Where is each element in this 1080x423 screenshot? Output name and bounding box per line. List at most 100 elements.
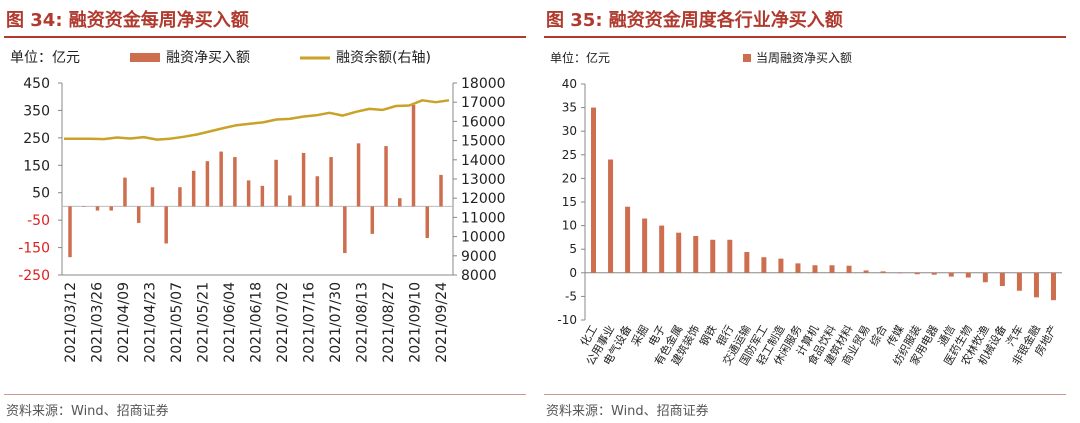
- x-tick-label: 2021/07/02: [275, 282, 291, 363]
- net-buy-bar: [356, 143, 361, 207]
- net-buy-bar: [370, 206, 375, 234]
- x-tick-label: 2021/05/21: [196, 282, 212, 363]
- legend-bar-swatch: [743, 54, 751, 62]
- net-buy-bar: [150, 187, 155, 207]
- y-tick-label: 5: [569, 242, 577, 256]
- industry-bar: [676, 232, 682, 273]
- net-buy-bar: [425, 206, 430, 238]
- y-tick-label: 10: [562, 219, 577, 233]
- industry-bar: [812, 265, 818, 273]
- net-buy-bar: [68, 206, 72, 258]
- x-tick-label: 2021/04/23: [143, 282, 159, 363]
- net-buy-bar: [81, 206, 86, 207]
- left-bottom-rule: [4, 394, 526, 395]
- net-buy-bar: [343, 206, 347, 254]
- x-tick-label: 2021/03/12: [63, 282, 79, 363]
- x-tick-label: 2021/03/26: [90, 282, 106, 363]
- net-buy-bar: [315, 176, 320, 207]
- industry-bar: [761, 257, 767, 273]
- right-y-tick-label: 17000: [461, 95, 506, 111]
- net-buy-bar: [439, 174, 443, 207]
- y-tick-label: 30: [562, 124, 577, 138]
- industry-bar: [642, 218, 648, 273]
- left-y-tick-label: -150: [18, 241, 50, 257]
- left-y-tick-label: 350: [23, 103, 50, 119]
- right-title-rule: [544, 36, 1066, 38]
- y-tick-label: 40: [562, 77, 577, 91]
- industry-bar: [744, 252, 750, 273]
- x-tick-label: 2021/07/16: [302, 282, 318, 363]
- legend-bar-swatch: [130, 53, 160, 62]
- y-tick-label: -10: [557, 313, 577, 327]
- left-title-rule: [4, 36, 526, 38]
- left-y-tick-label: 250: [23, 131, 50, 147]
- industry-label: 钢铁: [697, 323, 719, 349]
- right-y-tick-label: 9000: [461, 249, 497, 265]
- right-y-tick-label: 14000: [461, 153, 506, 169]
- right-y-tick-label: 10000: [461, 230, 506, 246]
- industry-bar: [1033, 272, 1039, 298]
- left-y-tick-label: -250: [18, 268, 50, 284]
- y-tick-label: 35: [562, 101, 577, 115]
- net-buy-bar: [205, 161, 210, 207]
- industry-bar: [931, 272, 937, 275]
- y-tick-label: 20: [562, 171, 577, 185]
- left-y-tick-label: 450: [23, 76, 50, 92]
- industry-bar: [948, 272, 954, 277]
- left-figure-title: 图 34: 融资资金每周净买入额: [6, 10, 249, 31]
- net-buy-bar: [398, 198, 402, 207]
- right-y-tick-label: 8000: [461, 268, 497, 284]
- legend-bar-label: 融资净买入额: [166, 50, 250, 66]
- industry-bar: [863, 270, 869, 273]
- industry-bar: [1050, 272, 1056, 301]
- net-buy-bar: [191, 170, 196, 207]
- net-buy-bar: [95, 206, 100, 211]
- legend-bar-label: 当周融资净买入额: [756, 51, 852, 65]
- right-y-tick-label: 13000: [461, 172, 506, 188]
- right-y-tick-label: 16000: [461, 114, 506, 130]
- x-tick-label: 2021/05/07: [169, 282, 185, 363]
- net-buy-bar: [233, 157, 237, 207]
- net-buy-bar: [288, 195, 292, 207]
- y-tick-label: 0: [569, 266, 577, 280]
- left-y-tick-label: -50: [27, 213, 50, 229]
- x-tick-label: 2021/06/04: [222, 282, 238, 363]
- right-y-tick-label: 11000: [461, 210, 506, 226]
- x-tick-label: 2021/08/13: [355, 282, 371, 363]
- industry-label: 综合: [867, 323, 890, 349]
- industry-bar: [591, 107, 597, 273]
- industry-bar: [846, 265, 852, 273]
- net-buy-bar: [219, 151, 223, 207]
- net-buy-bar: [260, 185, 265, 207]
- y-tick-label: 15: [562, 195, 577, 209]
- industry-bar: [625, 206, 631, 273]
- legend-line-label: 融资余额(右轴): [336, 49, 431, 66]
- right-bottom-rule: [544, 394, 1066, 395]
- net-buy-bar: [301, 152, 306, 207]
- industry-bar: [778, 258, 784, 273]
- right-figure-title: 图 35: 融资资金周度各行业净买入额: [546, 10, 843, 31]
- industry-bar: [608, 159, 614, 273]
- industry-label: 采掘: [628, 323, 651, 349]
- net-buy-bar: [329, 157, 333, 207]
- x-tick-label: 2021/06/18: [249, 282, 265, 363]
- net-buy-bar: [384, 146, 388, 207]
- right-source-note: 资料来源：Wind、招商证券: [546, 404, 709, 419]
- industry-bar: [965, 272, 971, 278]
- industry-bar: [710, 239, 716, 273]
- left-chart-panel: 图 34: 融资资金每周净买入额 单位：亿元 融资净买入额 融资余额(右轴) 450 3…: [4, 10, 526, 419]
- net-buy-bar: [411, 104, 416, 207]
- right-chart-svg: 单位：亿元 当周融资净买入额4035302520151050-5-10化工公用事业…: [550, 50, 1062, 368]
- right-unit-label: 单位：亿元: [550, 50, 610, 65]
- x-tick-label: 2021/09/10: [408, 282, 424, 363]
- x-tick-label: 2021/08/27: [381, 282, 397, 363]
- industry-bar: [999, 272, 1005, 287]
- balance-line: [64, 99, 450, 141]
- left-y-tick-label: 150: [23, 158, 50, 174]
- left-chart-svg: 单位：亿元 融资净买入额 融资余额(右轴) 450 350 250 150 50 -50 -150…: [10, 49, 506, 363]
- industry-bar: [1016, 272, 1022, 291]
- net-buy-bar: [123, 177, 127, 207]
- net-buy-bar: [178, 187, 182, 207]
- x-tick-label: 2021/04/09: [116, 282, 132, 363]
- left-y-tick-label: 50: [32, 186, 50, 202]
